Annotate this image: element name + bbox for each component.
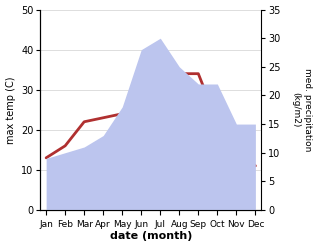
Y-axis label: med. precipitation
(kg/m2): med. precipitation (kg/m2): [292, 68, 313, 151]
Y-axis label: max temp (C): max temp (C): [5, 76, 16, 144]
X-axis label: date (month): date (month): [110, 231, 192, 242]
